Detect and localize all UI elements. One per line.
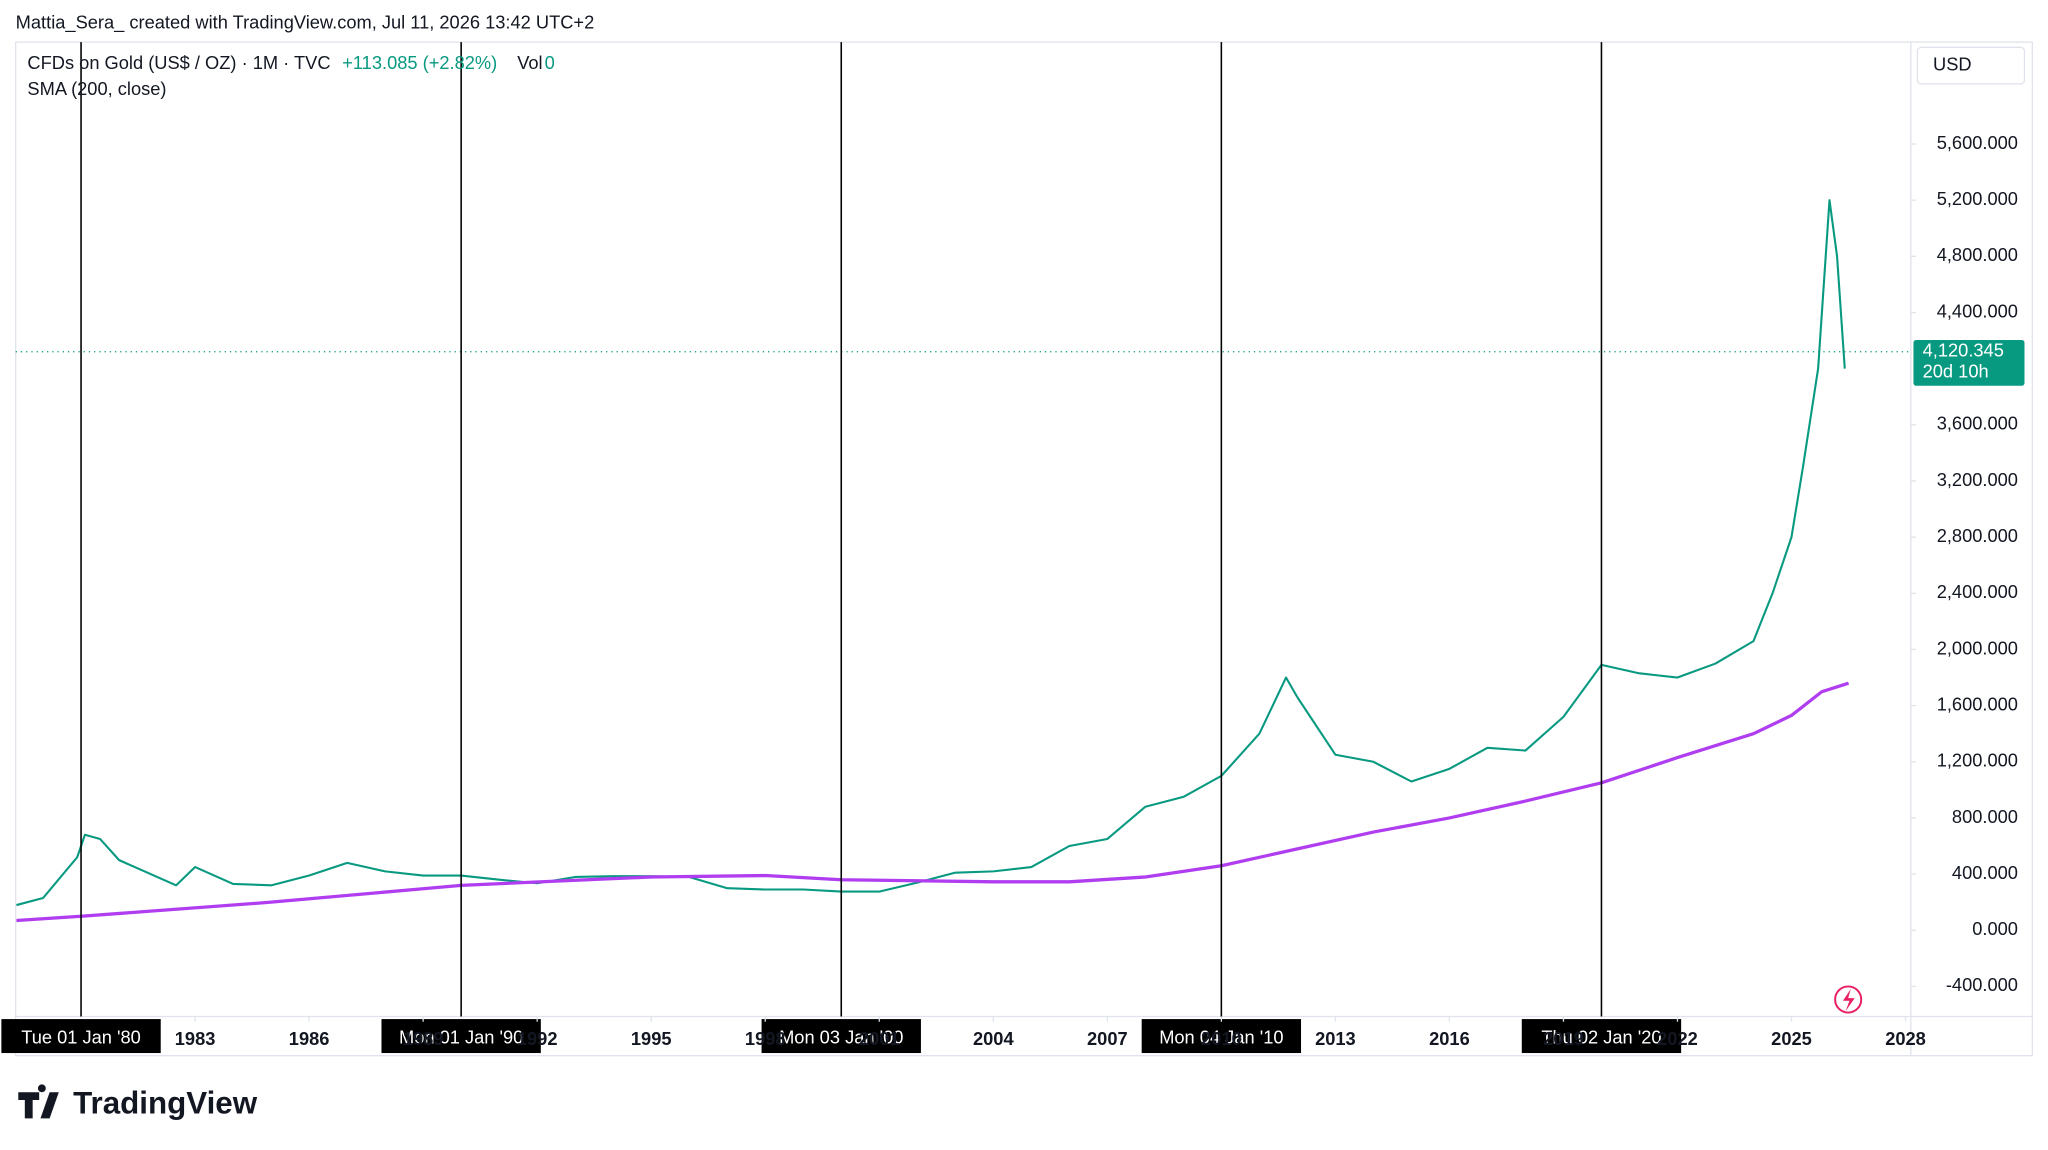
price-line: [16, 199, 1846, 907]
alert-icon[interactable]: [1834, 985, 1863, 1014]
x-tick-label: 2007: [1087, 1028, 1128, 1049]
marker-label-box: [1141, 1019, 1302, 1054]
alert-bolt: [1842, 989, 1855, 1012]
brand-logo: [18, 1084, 59, 1119]
y-tick-label: 3,600.000: [1937, 413, 2018, 434]
x-tick-label: 2019: [1543, 1028, 1584, 1049]
marker-label: Mon 01 Jan '90: [399, 1027, 523, 1048]
last-price-box: [1913, 340, 2025, 386]
brand: TradingView: [73, 1086, 258, 1121]
marker-label-box: [381, 1019, 541, 1054]
y-tick-label: 4,400.000: [1937, 300, 2018, 321]
x-tick-label: 2016: [1429, 1028, 1470, 1049]
marker-label: Tue 01 Jan '80: [21, 1027, 141, 1048]
x-tick-label: 1983: [175, 1028, 216, 1049]
marker-label: Mon 03 Jan '00: [779, 1027, 903, 1048]
overlay: Tue 01 Jan '80 Mon 01 Jan '90 Mon 03 Jan '…: [1, 42, 1682, 1054]
change: +113.085 (+2.82%): [342, 52, 497, 73]
header: Mattia_Sera_ created with TradingView.co…: [16, 12, 595, 34]
marker-label: Mon 04 Jan '10: [1159, 1027, 1283, 1048]
y-tick-label: 0.000: [1972, 918, 2018, 939]
x-tick-label: 2010: [1201, 1028, 1242, 1049]
countdown: 20d 10h: [1923, 360, 1989, 381]
x-tick-label: 2028: [1885, 1028, 1926, 1049]
marker-label-box: [761, 1019, 921, 1054]
y-tick-label: 2,400.000: [1937, 581, 2018, 602]
marker-label: Thu 02 Jan '20: [1541, 1027, 1661, 1048]
y-tick-label: 400.000: [1952, 862, 2018, 883]
x-tick-label: 1989: [403, 1028, 444, 1049]
y-tick-label: 5,600.000: [1937, 132, 2018, 153]
x-tick-label: 2004: [973, 1028, 1014, 1049]
frame: [15, 41, 2033, 1057]
x-tick-label: 2022: [1657, 1028, 1698, 1049]
y-tick-label: 800.000: [1952, 806, 2018, 827]
x-tick-label: 1995: [631, 1028, 672, 1049]
x-tick-label: 2001: [859, 1028, 900, 1049]
y-tick-label: 3,200.000: [1937, 469, 2018, 490]
x-tick-label: 2013: [1315, 1028, 1356, 1049]
volume: 0: [545, 52, 555, 73]
y-tick-label: 1,200.000: [1937, 750, 2018, 771]
y-tick-label: 2,800.000: [1937, 525, 2018, 546]
volume-label: Vol: [517, 52, 542, 73]
marker-label-box: [1, 1019, 161, 1054]
series-name: CFDs on Gold (US$ / OZ) · 1M · TVC: [27, 52, 330, 73]
x-tick-label: 1986: [289, 1028, 330, 1049]
last-price-label: 4,120.345: [1923, 340, 2004, 361]
indicator-name: SMA (200, close): [27, 78, 166, 99]
y-tick-label: 2,000.000: [1937, 637, 2018, 658]
marker-label-box: [1521, 1019, 1682, 1054]
y-tick-label: 5,200.000: [1937, 188, 2018, 209]
x-tick-label: 1992: [517, 1028, 558, 1049]
currency-box[interactable]: [1916, 46, 2026, 85]
y-tick-label: 1,600.000: [1937, 693, 2018, 714]
y-tick-label: 4,800.000: [1937, 244, 2018, 265]
y-tick-label: -400.000: [1946, 974, 2018, 995]
x-tick-label: 1998: [745, 1028, 786, 1049]
currency: USD: [1933, 53, 1972, 74]
x-tick-label: 2025: [1771, 1028, 1812, 1049]
